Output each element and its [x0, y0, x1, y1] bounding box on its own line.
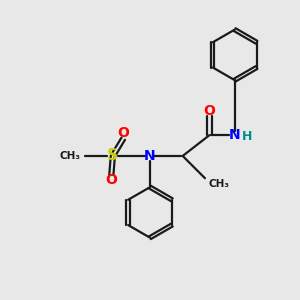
Text: N: N	[144, 149, 156, 163]
Text: O: O	[117, 126, 129, 140]
Text: CH₃: CH₃	[59, 151, 80, 161]
Text: S: S	[107, 148, 118, 164]
Text: H: H	[242, 130, 252, 143]
Text: O: O	[105, 173, 117, 187]
Text: CH₃: CH₃	[208, 178, 230, 189]
Text: N: N	[229, 128, 241, 142]
Text: O: O	[203, 104, 215, 118]
